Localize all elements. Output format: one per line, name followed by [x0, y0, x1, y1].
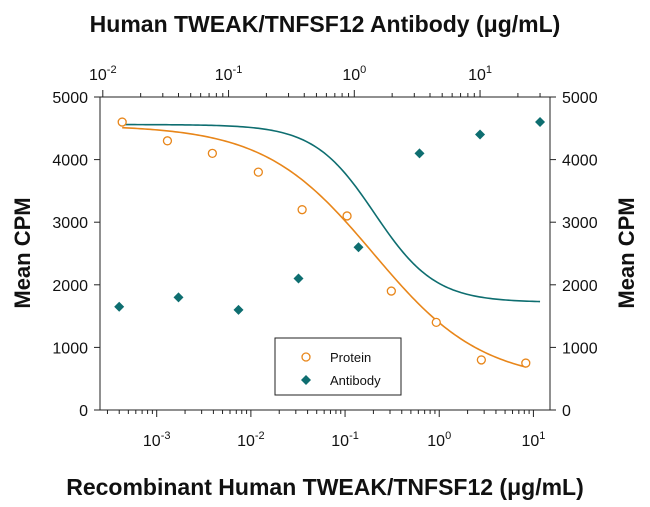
- x-top-tick-label: 10-1: [215, 64, 243, 84]
- right-y-axis-label: Mean CPM: [614, 197, 639, 308]
- x-bottom-tick-base: 10: [237, 433, 255, 450]
- protein-point: [476, 355, 487, 365]
- y-tick-label-right: 2000: [562, 278, 598, 295]
- x-bottom-tick-exponent: -1: [349, 430, 359, 442]
- x-bottom-tick-exponent: -3: [161, 430, 171, 442]
- x-top-tick-base: 10: [215, 67, 233, 84]
- x-top-tick-exponent: 1: [486, 64, 492, 76]
- x-top-tick-exponent: 0: [360, 64, 366, 76]
- x-bottom-tick-exponent: 0: [445, 430, 451, 442]
- x-bottom-tick-label: 100: [427, 430, 451, 450]
- plot-area-frame: [99, 96, 551, 411]
- legend: Protein Antibody: [274, 337, 402, 396]
- legend-box: [274, 337, 402, 396]
- protein-point: [342, 211, 352, 221]
- antibody-point: [114, 301, 125, 312]
- x-top-tick-label: 101: [468, 64, 492, 84]
- protein-point: [431, 317, 441, 328]
- left-y-axis: 0 1000 2000 3000 4000 5000: [52, 90, 100, 420]
- x-bottom-tick-base: 10: [331, 433, 349, 450]
- antibody-point: [535, 117, 546, 128]
- protein-point: [386, 286, 396, 296]
- antibody-fit-curve: [119, 123, 541, 303]
- antibody-point: [233, 304, 244, 315]
- y-tick-label-right: 3000: [562, 215, 598, 232]
- antibody-point: [353, 242, 364, 253]
- x-bottom-tick-label: 10-2: [237, 430, 265, 450]
- legend-protein-label: Protein: [330, 350, 371, 365]
- bottom-x-axis: 10-3 10-2 10-1 100 101: [106, 410, 545, 450]
- protein-point: [117, 117, 127, 127]
- antibody-point: [475, 129, 486, 140]
- x-top-tick-base: 10: [342, 67, 360, 84]
- antibody-point: [173, 292, 184, 303]
- protein-point: [521, 358, 531, 368]
- protein-point: [207, 148, 218, 158]
- y-tick-label-left: 1000: [52, 340, 88, 357]
- y-tick-label-left: 5000: [52, 90, 88, 107]
- y-tick-label-right: 4000: [562, 153, 598, 170]
- right-y-axis: 0 1000 2000 3000 4000 5000: [550, 90, 598, 420]
- y-tick-label-left: 2000: [52, 278, 88, 295]
- x-top-tick-exponent: -1: [233, 64, 243, 76]
- antibody-point: [293, 273, 304, 284]
- y-tick-label-left: 3000: [52, 215, 88, 232]
- x-bottom-tick-exponent: -2: [255, 430, 265, 442]
- x-top-tick-base: 10: [468, 67, 486, 84]
- x-bottom-tick-base: 10: [427, 433, 445, 450]
- protein-point: [162, 136, 173, 146]
- x-top-tick-label: 10-2: [89, 64, 117, 84]
- antibody-point: [414, 148, 425, 159]
- legend-protein-marker: [301, 352, 311, 362]
- protein-point: [253, 167, 263, 177]
- data-points: [114, 117, 546, 368]
- bottom-axis-title: Recombinant Human TWEAK/TNFSF12 (μg/mL): [66, 474, 584, 500]
- legend-antibody-marker: [301, 375, 311, 385]
- x-bottom-tick-label: 101: [521, 430, 545, 450]
- legend-antibody-label: Antibody: [330, 373, 381, 388]
- x-top-tick-label: 100: [342, 64, 366, 84]
- top-axis-title: Human TWEAK/TNFSF12 Antibody (μg/mL): [90, 11, 561, 37]
- y-tick-label-right: 0: [562, 403, 571, 420]
- top-x-axis: 10-2 10-1 100 101: [89, 64, 541, 97]
- y-tick-label-right: 5000: [562, 90, 598, 107]
- y-tick-label-right: 1000: [562, 340, 598, 357]
- x-bottom-tick-exponent: 1: [539, 430, 545, 442]
- x-top-tick-exponent: -2: [107, 64, 117, 76]
- left-y-axis-label: Mean CPM: [10, 197, 35, 308]
- protein-point: [297, 205, 307, 215]
- x-bottom-tick-label: 10-3: [143, 430, 171, 450]
- x-bottom-tick-base: 10: [521, 433, 539, 450]
- x-top-tick-base: 10: [89, 67, 107, 84]
- x-bottom-tick-base: 10: [143, 433, 161, 450]
- x-bottom-tick-label: 10-1: [331, 430, 359, 450]
- protein-fit-curve: [122, 126, 526, 368]
- y-tick-label-left: 4000: [52, 153, 88, 170]
- fit-curves: [119, 123, 541, 368]
- y-tick-label-left: 0: [79, 403, 88, 420]
